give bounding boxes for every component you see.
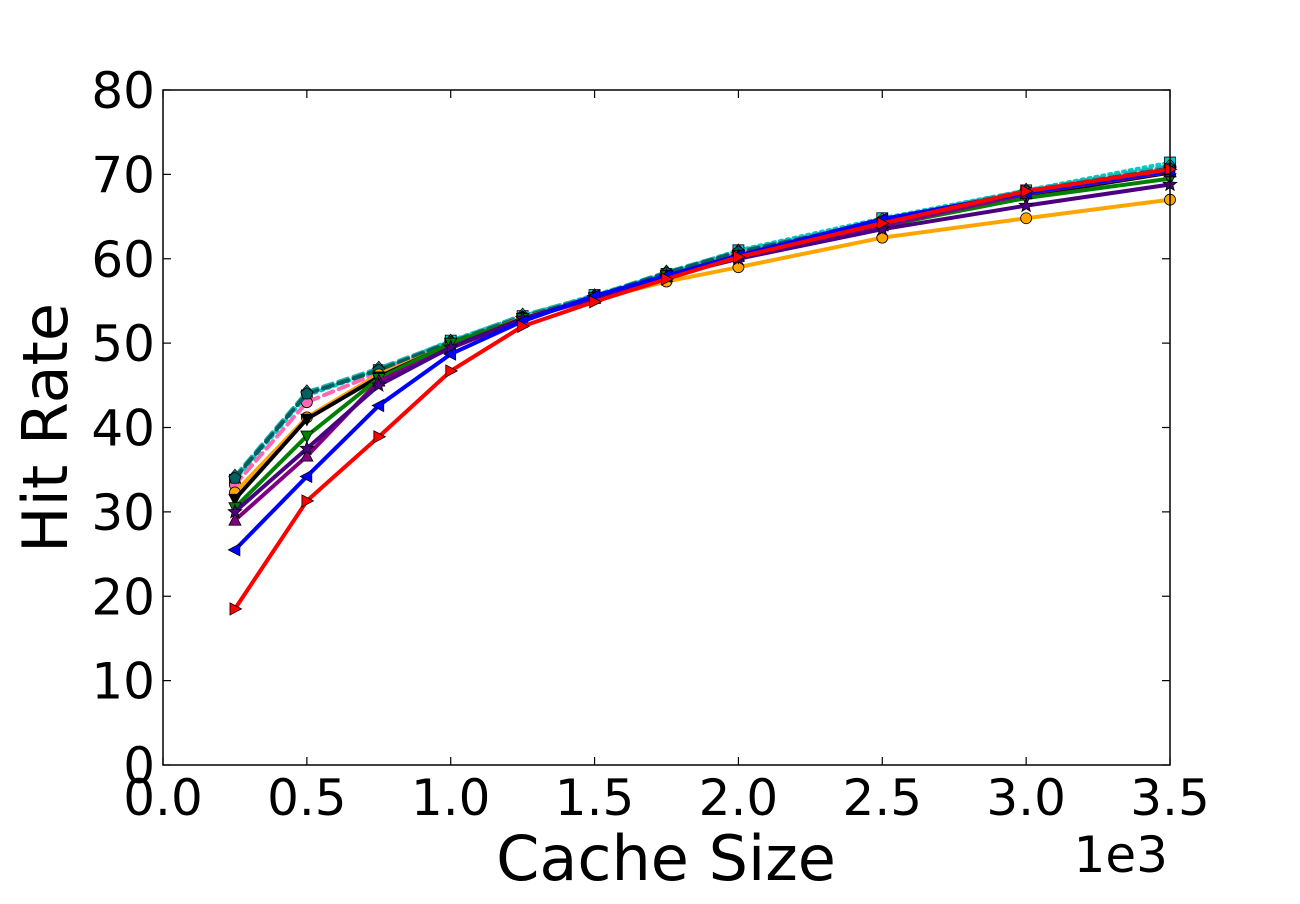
x-tick-label: 1.5 xyxy=(555,769,635,827)
x-axis-title: Cache Size xyxy=(496,822,836,895)
series-line xyxy=(232,163,1172,479)
data-point xyxy=(445,364,459,378)
axis-ticks: 0.0 0.5 1.0 1.5 2.0 2.5 3.0 3.5 0 10 20 30 40 50 60 70 8… xyxy=(91,62,1209,827)
data-point xyxy=(1020,212,1033,225)
data-point xyxy=(227,503,243,519)
data-point xyxy=(1020,184,1034,198)
series-2 xyxy=(228,158,1177,485)
data-point xyxy=(300,386,314,400)
data-point xyxy=(733,250,746,264)
series-4 xyxy=(229,193,1176,499)
series-10 xyxy=(229,162,1178,616)
data-point xyxy=(299,469,313,484)
x-tick-label: 0.5 xyxy=(267,769,347,827)
y-tick-label: 50 xyxy=(91,315,155,373)
y-tick-label: 40 xyxy=(91,400,155,458)
y-tick-label: 10 xyxy=(91,653,155,711)
data-point xyxy=(661,272,674,286)
series-9 xyxy=(227,164,1176,557)
data-point xyxy=(228,471,242,484)
data-point xyxy=(228,493,242,507)
data-point xyxy=(517,319,531,333)
y-tick-label: 30 xyxy=(91,484,155,542)
data-point xyxy=(373,430,387,444)
data-point xyxy=(227,543,241,557)
chart-marks xyxy=(227,156,1178,616)
data-point xyxy=(300,430,314,444)
data-point xyxy=(298,440,315,456)
data-point xyxy=(1164,162,1178,177)
x-tick-label: 3.0 xyxy=(986,769,1066,827)
data-point xyxy=(229,602,243,616)
series-line xyxy=(232,169,1172,552)
x-tick-label: 1.0 xyxy=(411,769,491,827)
data-point xyxy=(371,398,385,413)
y-tick-label: 80 xyxy=(91,62,155,120)
y-tick-label: 70 xyxy=(91,146,155,204)
data-point xyxy=(370,377,387,393)
data-point xyxy=(300,413,314,427)
series-line xyxy=(232,182,1172,514)
y-tick-label: 0 xyxy=(123,737,155,795)
data-point xyxy=(589,295,603,309)
data-point xyxy=(876,216,890,231)
y-axis-title: Hit Rate xyxy=(9,303,82,553)
x-tick-label: 0.0 xyxy=(123,769,203,827)
y-tick-label: 60 xyxy=(91,231,155,289)
series-line xyxy=(232,197,1172,495)
data-point xyxy=(1018,197,1035,213)
data-point xyxy=(228,512,242,526)
series-3 xyxy=(228,161,1177,484)
y-tick-label: 20 xyxy=(91,568,155,626)
x-tick-label: 2.0 xyxy=(699,769,779,827)
data-point xyxy=(443,347,457,361)
x-tick-label: 3.5 xyxy=(1130,769,1210,827)
data-point xyxy=(301,494,315,508)
series-line xyxy=(232,169,1172,523)
x-tick-label: 2.5 xyxy=(843,769,923,827)
series-line xyxy=(232,176,1172,510)
series-6 xyxy=(228,173,1177,516)
series-8 xyxy=(227,176,1178,519)
data-point xyxy=(300,448,314,462)
x-axis-offset-label: 1e3 xyxy=(1074,826,1168,884)
